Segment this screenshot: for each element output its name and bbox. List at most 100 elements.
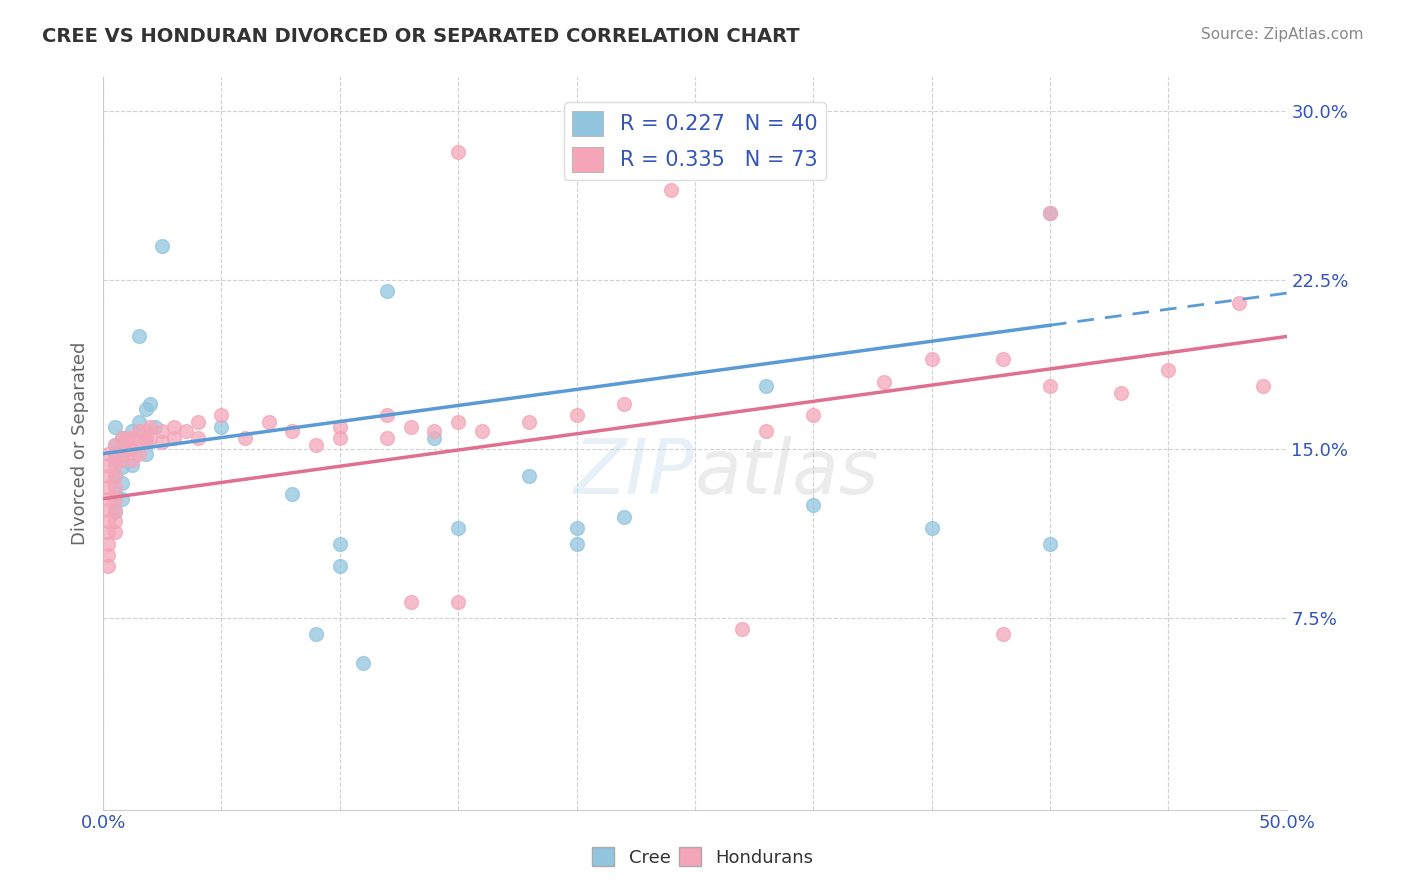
Point xyxy=(97,458,120,472)
Point xyxy=(233,431,256,445)
Point xyxy=(801,409,824,423)
Point xyxy=(104,447,127,461)
Point xyxy=(613,397,636,411)
Point xyxy=(97,559,120,574)
Point xyxy=(128,329,150,343)
Point xyxy=(257,415,280,429)
Point xyxy=(731,623,754,637)
Point xyxy=(163,419,186,434)
Point xyxy=(104,480,127,494)
Point xyxy=(281,487,304,501)
Point xyxy=(150,435,173,450)
Point xyxy=(565,521,588,535)
Point xyxy=(104,491,127,506)
Point xyxy=(921,521,943,535)
Point xyxy=(128,447,150,461)
Point xyxy=(1039,379,1062,393)
Point xyxy=(121,442,143,456)
Point xyxy=(104,437,127,451)
Point xyxy=(375,409,398,423)
Point xyxy=(659,183,682,197)
Point xyxy=(174,424,197,438)
Point xyxy=(121,424,143,438)
Point xyxy=(1109,385,1132,400)
Point xyxy=(187,431,209,445)
Point xyxy=(121,458,143,472)
Point xyxy=(755,379,778,393)
Point xyxy=(447,415,470,429)
Point xyxy=(104,469,127,483)
Y-axis label: Divorced or Separated: Divorced or Separated xyxy=(72,342,89,545)
Point xyxy=(104,458,127,472)
Point xyxy=(104,487,127,501)
Point xyxy=(115,431,138,445)
Point xyxy=(97,514,120,528)
Point xyxy=(187,415,209,429)
Point xyxy=(801,499,824,513)
Point xyxy=(111,442,134,456)
Point xyxy=(128,415,150,429)
Point xyxy=(755,424,778,438)
Point xyxy=(375,431,398,445)
Point xyxy=(121,442,143,456)
Point xyxy=(1039,205,1062,219)
Point xyxy=(447,521,470,535)
Point xyxy=(150,239,173,253)
Point xyxy=(565,409,588,423)
Legend: R = 0.227   N = 40, R = 0.335   N = 73: R = 0.227 N = 40, R = 0.335 N = 73 xyxy=(564,103,825,180)
Text: ZIP: ZIP xyxy=(574,436,695,509)
Point xyxy=(375,285,398,299)
Point xyxy=(1039,205,1062,219)
Legend: Cree, Hondurans: Cree, Hondurans xyxy=(585,840,821,874)
Point xyxy=(447,595,470,609)
Point xyxy=(139,431,162,445)
Point xyxy=(97,447,120,461)
Point xyxy=(305,437,328,451)
Point xyxy=(211,409,233,423)
Point xyxy=(329,559,352,574)
Point xyxy=(104,453,127,467)
Point xyxy=(104,525,127,540)
Text: CREE VS HONDURAN DIVORCED OR SEPARATED CORRELATION CHART: CREE VS HONDURAN DIVORCED OR SEPARATED C… xyxy=(42,27,800,45)
Point xyxy=(115,442,138,456)
Point xyxy=(163,431,186,445)
Point xyxy=(121,431,143,445)
Point xyxy=(423,431,446,445)
Point xyxy=(565,537,588,551)
Point xyxy=(305,627,328,641)
Point xyxy=(97,548,120,562)
Point xyxy=(104,469,127,483)
Point xyxy=(128,435,150,450)
Text: atlas: atlas xyxy=(695,436,879,509)
Point xyxy=(97,480,120,494)
Point xyxy=(399,419,422,434)
Point xyxy=(329,537,352,551)
Point xyxy=(329,419,352,434)
Point xyxy=(97,537,120,551)
Point xyxy=(991,351,1014,366)
Point xyxy=(1157,363,1180,377)
Point xyxy=(329,431,352,445)
Point xyxy=(399,595,422,609)
Point xyxy=(111,431,134,445)
Point xyxy=(1251,379,1274,393)
Text: Source: ZipAtlas.com: Source: ZipAtlas.com xyxy=(1201,27,1364,42)
Point xyxy=(121,453,143,467)
Point xyxy=(97,491,120,506)
Point xyxy=(135,435,157,450)
Point xyxy=(135,431,157,445)
Point xyxy=(281,424,304,438)
Point xyxy=(517,415,540,429)
Point xyxy=(517,469,540,483)
Point xyxy=(139,397,162,411)
Point xyxy=(1039,537,1062,551)
Point xyxy=(873,375,896,389)
Point xyxy=(104,503,127,517)
Point xyxy=(211,419,233,434)
Point xyxy=(135,447,157,461)
Point xyxy=(353,656,375,670)
Point xyxy=(104,514,127,528)
Point xyxy=(104,505,127,519)
Point xyxy=(104,437,127,451)
Point xyxy=(111,447,134,461)
